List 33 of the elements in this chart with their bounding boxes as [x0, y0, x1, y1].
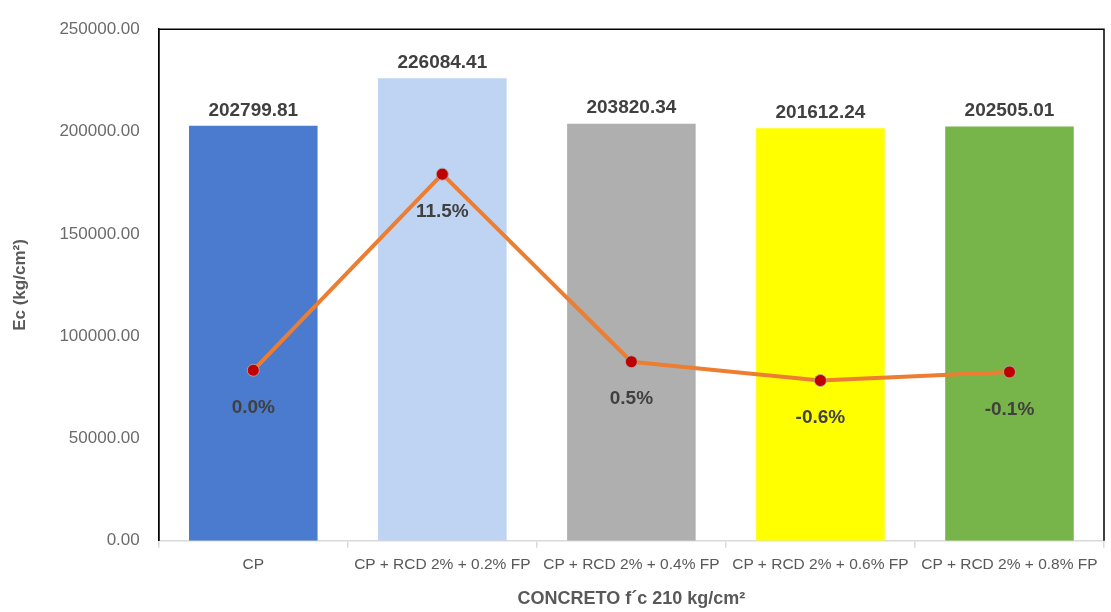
point — [246, 363, 260, 377]
y-axis-title: Ec (kg/cm²) — [9, 239, 29, 331]
x-tick-label: CP + RCD 2% + 0.8% FP — [921, 555, 1098, 573]
point — [435, 167, 449, 181]
data-label: 11.5% — [415, 199, 469, 221]
y-tick-label: 250000.00 — [59, 18, 140, 38]
data-label: 202799.81 — [208, 98, 299, 120]
bar — [378, 78, 507, 541]
data-label: -0.6% — [795, 406, 846, 428]
point — [813, 374, 827, 387]
y-tick-label: 100000.00 — [59, 325, 140, 345]
y-tick-label: 200000.00 — [59, 121, 140, 141]
x-tick-label: CP + RCD 2% + 0.4% FP — [543, 555, 720, 573]
y-tick-label: 150000.00 — [59, 223, 140, 243]
x-tick-label: CP + RCD 2% + 0.6% FP — [732, 555, 909, 573]
x-tick-label: CP — [242, 555, 265, 573]
bar — [756, 128, 885, 541]
bar — [189, 125, 318, 541]
data-label: 0.0% — [231, 396, 276, 417]
x-axis-title: CONCRETO f´c 210 kg/cm² — [517, 588, 746, 609]
bar — [567, 123, 696, 541]
bar — [945, 126, 1074, 541]
data-label: 226084.41 — [397, 50, 488, 72]
y-tick-label: 0.00 — [106, 530, 140, 550]
data-label: 202505.01 — [964, 99, 1055, 121]
data-label: 0.5% — [609, 387, 654, 409]
data-label: -0.1% — [984, 397, 1035, 419]
point — [1002, 365, 1016, 379]
data-label: 201612.24 — [775, 100, 866, 122]
y-tick-label: 50000.00 — [68, 428, 140, 448]
x-tick-label: CP + RCD 2% + 0.2% FP — [354, 555, 531, 573]
point — [624, 355, 638, 369]
data-label: 203820.34 — [586, 96, 677, 118]
